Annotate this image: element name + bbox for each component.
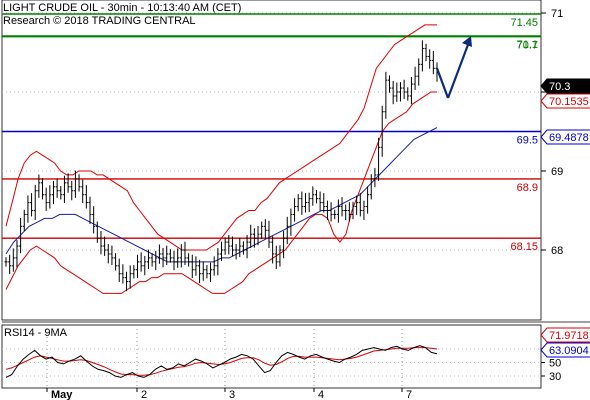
level-label-71-1: 71.1 bbox=[517, 39, 538, 51]
time-tick-label: 3 bbox=[229, 389, 235, 400]
price-tick-label: 68 bbox=[551, 245, 563, 257]
bollinger-lower-line bbox=[5, 91, 437, 294]
price-tick-label: 71 bbox=[551, 8, 563, 20]
rsi-value-marker-label: 63.0904 bbox=[549, 345, 589, 357]
rsi-plot-frame bbox=[1, 324, 542, 389]
ma-value-marker-label: 69.4878 bbox=[549, 132, 589, 144]
time-tick-label: 7 bbox=[406, 389, 412, 400]
rsi-ma-marker-box bbox=[540, 327, 590, 343]
bollinger-value-marker-box bbox=[540, 93, 590, 109]
bollinger-upper-line bbox=[5, 24, 437, 251]
chart-title: LIGHT CRUDE OIL - 30min - 10:13:40 AM (C… bbox=[3, 2, 242, 14]
bollinger-value-marker-label: 70.1535 bbox=[549, 96, 589, 108]
main-plot-frame bbox=[1, 0, 542, 321]
time-tick-label: 4 bbox=[318, 389, 324, 400]
price-tick-label: 69 bbox=[551, 166, 563, 178]
level-label-71-45: 71.45 bbox=[510, 17, 538, 29]
time-tick-label: 2 bbox=[141, 389, 147, 400]
forecast-arrow-stem bbox=[435, 67, 450, 99]
level-label-68-9: 68.9 bbox=[517, 182, 538, 194]
ma-value-marker-box bbox=[540, 129, 590, 145]
last-price-marker-label: 70.3 bbox=[549, 81, 570, 93]
research-credit: Research © 2018 TRADING CENTRAL bbox=[3, 15, 196, 27]
rsi-tick-label: 50 bbox=[549, 358, 561, 370]
time-tick-label: May bbox=[51, 389, 73, 400]
forecast-arrowhead bbox=[462, 36, 472, 47]
rsi-label: RSI14 - 9MA bbox=[4, 327, 68, 339]
last-price-marker-box bbox=[540, 78, 590, 94]
forecast-arrow-line bbox=[446, 41, 471, 99]
level-label-69-5: 69.5 bbox=[517, 135, 538, 147]
level-label-68-15: 68.15 bbox=[510, 241, 538, 253]
rsi-ma-marker-label: 71.9718 bbox=[549, 330, 589, 342]
rsi-ma-line bbox=[5, 347, 438, 376]
rsi-line bbox=[5, 345, 438, 378]
level-label-70-7: 70.7 bbox=[517, 40, 538, 52]
rsi-tick-label: 30 bbox=[549, 371, 561, 383]
rsi-value-marker-box bbox=[540, 342, 590, 358]
